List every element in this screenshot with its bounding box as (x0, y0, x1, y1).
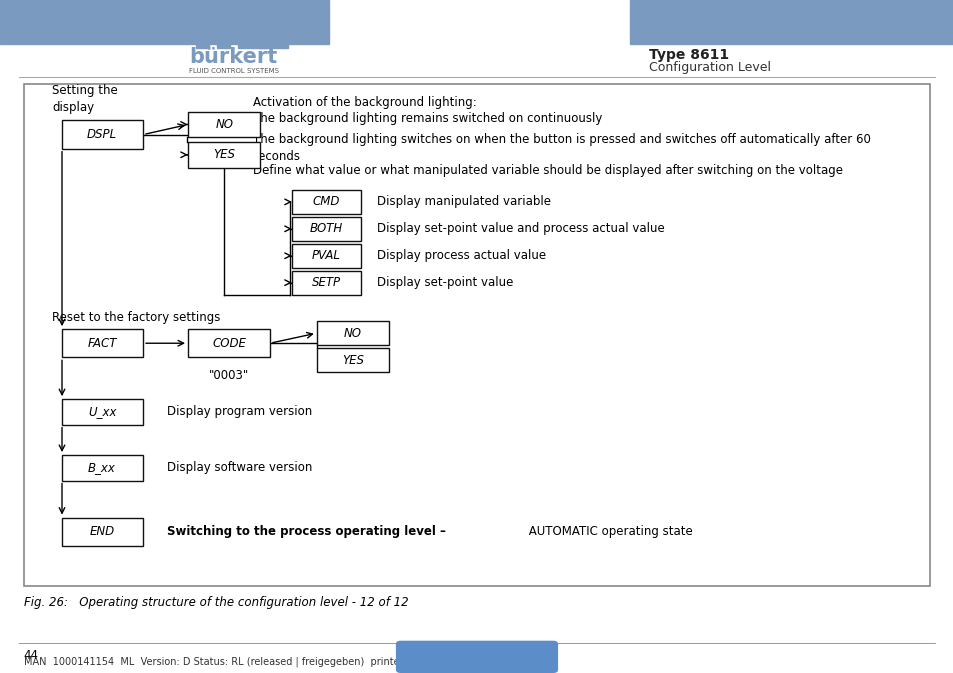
Bar (188, 112, 259, 137)
Text: Reset to the factory settings: Reset to the factory settings (52, 312, 220, 324)
Text: Configuration Level: Configuration Level (648, 61, 770, 74)
Text: AUTOMATIC operating state: AUTOMATIC operating state (524, 525, 692, 538)
Text: english: english (453, 650, 500, 664)
Text: Display process actual value: Display process actual value (376, 249, 545, 262)
Bar (316, 321, 389, 345)
Text: END: END (90, 525, 114, 538)
Text: The background lighting switches on when the button is pressed and switches off : The background lighting switches on when… (253, 133, 870, 164)
Text: Display set-point value and process actual value: Display set-point value and process actu… (376, 222, 664, 236)
Text: NO: NO (215, 118, 233, 131)
Bar (316, 348, 389, 372)
Text: FACT: FACT (88, 336, 116, 350)
Text: SETP: SETP (312, 276, 340, 289)
Text: bürkert: bürkert (190, 47, 277, 67)
Text: Activation of the background lighting:: Activation of the background lighting: (253, 96, 476, 108)
Bar (292, 271, 360, 295)
Bar (61, 518, 143, 546)
Bar (61, 455, 143, 481)
Text: CMD: CMD (313, 195, 339, 209)
Text: Fig. 26:   Operating structure of the configuration level - 12 of 12: Fig. 26: Operating structure of the conf… (24, 596, 408, 608)
Text: B_xx: B_xx (88, 461, 116, 474)
Bar (61, 120, 143, 149)
Text: 44: 44 (24, 649, 39, 662)
Bar (61, 329, 143, 357)
Text: FLUID CONTROL SYSTEMS: FLUID CONTROL SYSTEMS (189, 68, 278, 73)
FancyBboxPatch shape (395, 641, 558, 673)
Text: U_xx: U_xx (88, 405, 116, 419)
Text: Display software version: Display software version (167, 461, 312, 474)
Text: NO: NO (344, 326, 361, 340)
Bar (292, 244, 360, 268)
Text: Setting the
display: Setting the display (52, 84, 118, 114)
Bar (258, 44, 288, 48)
Text: Display manipulated variable: Display manipulated variable (376, 195, 550, 209)
Text: Define what value or what manipulated variable should be displayed after switchi: Define what value or what manipulated va… (253, 164, 841, 176)
Text: YES: YES (341, 353, 364, 367)
Text: The background lighting remains switched on continuously: The background lighting remains switched… (253, 112, 601, 125)
Bar (24, 84, 929, 586)
Bar (292, 190, 360, 214)
Text: Type 8611: Type 8611 (648, 48, 728, 62)
Text: Display program version: Display program version (167, 405, 312, 419)
Bar (61, 399, 143, 425)
Text: "0003": "0003" (209, 369, 249, 382)
Bar (292, 217, 360, 241)
Text: YES: YES (213, 148, 235, 162)
Bar (216, 44, 230, 48)
Text: BOTH: BOTH (310, 222, 342, 236)
Bar (188, 142, 259, 168)
Text: MAN  1000141154  ML  Version: D Status: RL (released | freigegeben)  printed: 29: MAN 1000141154 ML Version: D Status: RL … (24, 656, 467, 667)
Bar (188, 329, 269, 357)
Bar (0, 0, 329, 44)
Text: CODE: CODE (212, 336, 246, 350)
Text: PVAL: PVAL (312, 249, 340, 262)
Text: Switching to the process operating level –: Switching to the process operating level… (167, 525, 445, 538)
Bar (237, 44, 267, 48)
Bar (195, 44, 209, 48)
Bar (629, 0, 953, 44)
Text: DSPL: DSPL (87, 128, 117, 141)
Text: Display set-point value: Display set-point value (376, 276, 513, 289)
